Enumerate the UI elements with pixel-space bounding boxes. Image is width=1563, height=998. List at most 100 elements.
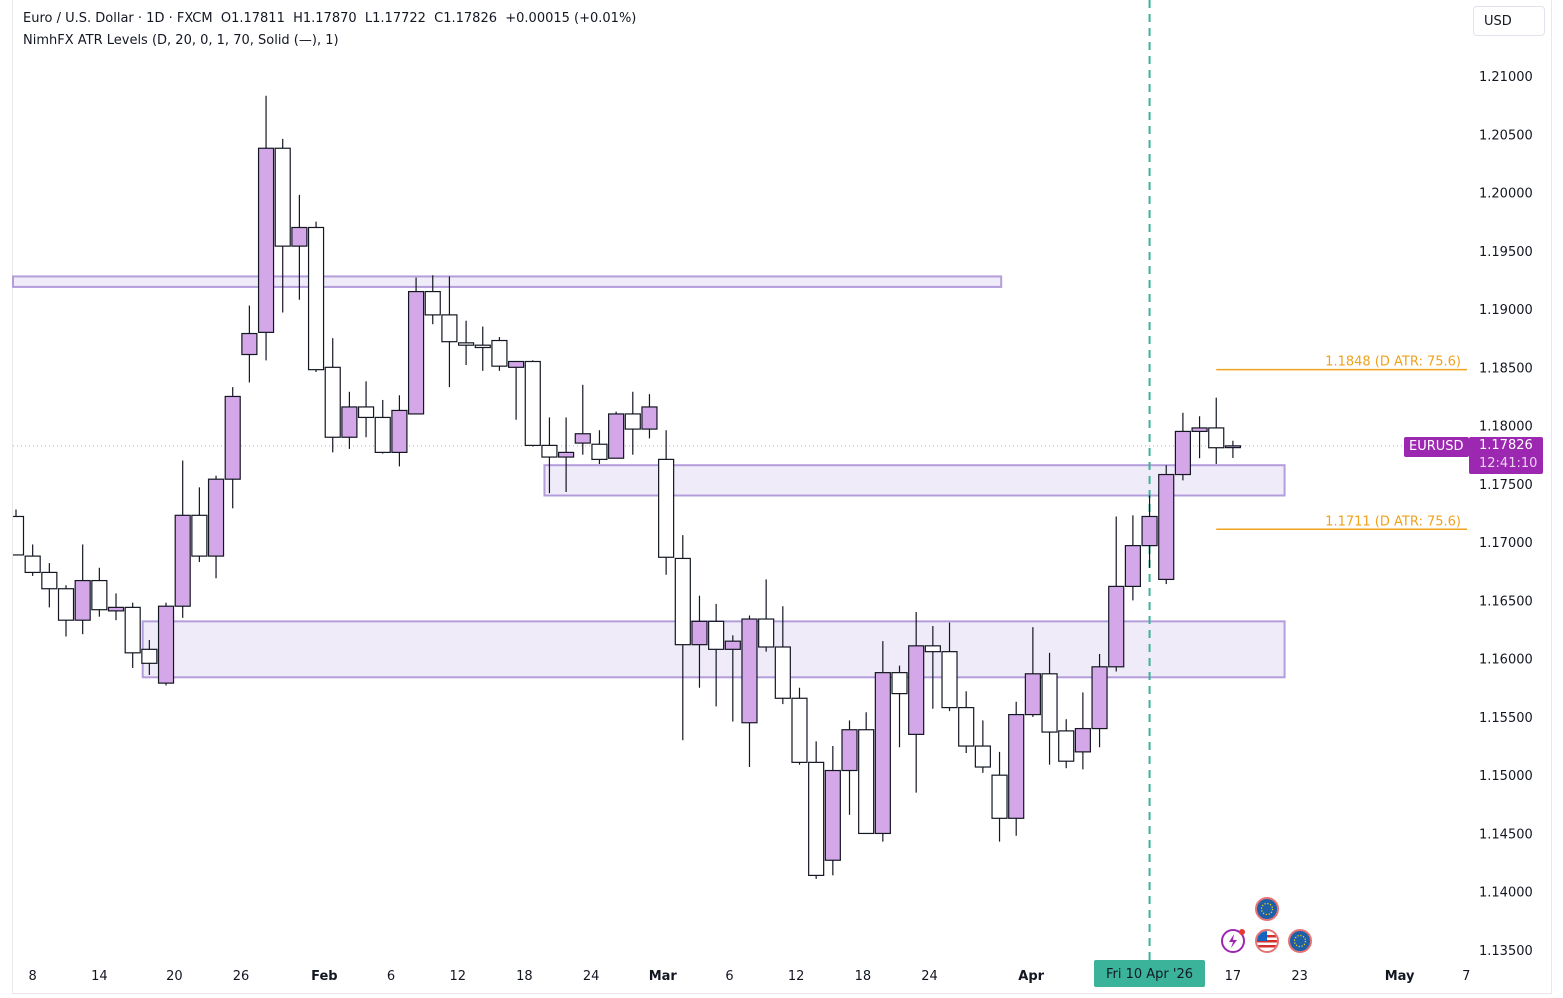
bullish-candle[interactable] (207, 478, 225, 557)
bearish-candle[interactable] (357, 406, 375, 419)
bearish-candle[interactable] (658, 458, 675, 558)
bearish-candle[interactable] (541, 444, 558, 458)
bullish-candle[interactable] (1224, 445, 1242, 449)
bullish-candle[interactable] (1008, 713, 1025, 819)
bearish-candle[interactable] (708, 620, 725, 650)
bearish-candle[interactable] (674, 557, 691, 646)
bullish-candle[interactable] (641, 406, 658, 430)
bullish-candle[interactable] (391, 409, 408, 453)
bearish-candle[interactable] (891, 672, 908, 695)
bullish-candle[interactable] (224, 395, 241, 480)
bearish-candle[interactable] (41, 571, 58, 590)
bearish-candle[interactable] (191, 514, 208, 557)
bearish-candle[interactable] (324, 366, 341, 438)
bearish-candle[interactable] (441, 314, 458, 343)
bullish-candle[interactable] (1174, 430, 1192, 476)
crosshair-date-label: Fri 10 Apr '26 (1094, 960, 1205, 987)
bullish-candle[interactable] (608, 413, 625, 459)
us-flag-icon[interactable] (1255, 929, 1279, 953)
bullish-candle[interactable] (1024, 673, 1041, 716)
bearish-candle[interactable] (958, 706, 975, 747)
bullish-candle[interactable] (257, 147, 275, 333)
bearish-candle[interactable] (941, 651, 958, 709)
price-axis-tick: 1.18500 (1479, 361, 1533, 376)
symbol-price-tag: EURUSD (1404, 437, 1469, 457)
time-axis-tick: 7 (1462, 969, 1470, 984)
price-axis-tick: 1.13500 (1479, 944, 1533, 959)
currency-button[interactable]: USD (1473, 6, 1545, 36)
bullish-candle[interactable] (107, 606, 125, 612)
bullish-candle[interactable] (74, 579, 91, 621)
bullish-candle[interactable] (157, 605, 175, 684)
bearish-candle[interactable] (124, 606, 141, 654)
bearish-candle[interactable] (858, 729, 875, 835)
bullish-candle[interactable] (508, 360, 525, 368)
eu-flag-icon[interactable] (1255, 897, 1279, 921)
bullish-candle[interactable] (407, 290, 425, 415)
bullish-candle[interactable] (574, 433, 591, 444)
bullish-candle[interactable] (1074, 727, 1091, 753)
bullish-candle[interactable] (291, 226, 308, 247)
bearish-candle[interactable] (91, 579, 108, 611)
bullish-candle[interactable] (341, 406, 358, 438)
bullish-candle[interactable] (741, 618, 758, 724)
bullish-candle[interactable] (558, 451, 575, 458)
bullish-candle[interactable] (1108, 585, 1125, 668)
bearish-candle[interactable] (924, 645, 941, 653)
bearish-candle[interactable] (974, 745, 991, 768)
bar-countdown: 12:41:10 (1479, 456, 1538, 471)
bearish-candle[interactable] (141, 648, 158, 664)
bullish-candle[interactable] (1158, 473, 1175, 581)
time-axis-tick: 12 (788, 969, 805, 984)
bullish-candle[interactable] (691, 620, 708, 646)
time-axis-tick: May (1385, 969, 1415, 984)
bearish-candle[interactable] (9, 515, 25, 556)
bullish-candle[interactable] (241, 332, 258, 356)
bearish-candle[interactable] (1041, 673, 1058, 733)
bearish-candle[interactable] (424, 290, 441, 316)
bearish-candle[interactable] (57, 588, 75, 621)
indicator-legend[interactable]: NimhFX ATR Levels (D, 20, 0, 1, 70, Soli… (23, 33, 339, 48)
bearish-candle[interactable] (274, 147, 291, 247)
bearish-candle[interactable] (758, 618, 775, 648)
bullish-candle[interactable] (841, 729, 858, 772)
price-axis-tick: 1.15500 (1479, 711, 1533, 726)
time-axis-tick: 6 (725, 969, 733, 984)
bearish-candle[interactable] (457, 342, 475, 346)
bullish-candle[interactable] (824, 769, 841, 861)
time-axis-tick: 18 (516, 969, 533, 984)
support-resistance-zone[interactable] (12, 275, 1003, 288)
bearish-candle[interactable] (1058, 730, 1075, 762)
price-axis-tick: 1.14500 (1479, 827, 1533, 842)
bearish-candle[interactable] (991, 774, 1008, 819)
bullish-candle[interactable] (1091, 666, 1108, 730)
lightning-icon[interactable] (1221, 929, 1245, 953)
bearish-candle[interactable] (374, 416, 391, 453)
bullish-candle[interactable] (1141, 515, 1158, 547)
bullish-candle[interactable] (1124, 545, 1141, 588)
bullish-candle[interactable] (874, 672, 891, 835)
time-axis-tick: 14 (91, 969, 108, 984)
eu-flag-icon[interactable] (1288, 929, 1312, 953)
bearish-candle[interactable] (491, 339, 508, 367)
time-axis-tick: 24 (921, 969, 938, 984)
bearish-candle[interactable] (524, 360, 541, 447)
bullish-candle[interactable] (1191, 427, 1208, 433)
bearish-candle[interactable] (24, 555, 41, 574)
bearish-candle[interactable] (591, 443, 608, 460)
time-axis-tick: 24 (583, 969, 600, 984)
price-axis-tick: 1.17500 (1479, 478, 1533, 493)
bearish-candle[interactable] (774, 646, 791, 699)
bearish-candle[interactable] (808, 761, 825, 876)
bullish-candle[interactable] (724, 640, 741, 650)
bullish-candle[interactable] (908, 645, 925, 735)
bullish-candle[interactable] (174, 514, 191, 607)
price-axis-tick: 1.16000 (1479, 653, 1533, 668)
bearish-candle[interactable] (624, 413, 641, 430)
symbol-legend: Euro / U.S. Dollar · 1D · FXCM O1.17811 … (23, 11, 637, 26)
bearish-candle[interactable] (307, 226, 325, 371)
bearish-candle[interactable] (791, 697, 808, 763)
bearish-candle[interactable] (474, 344, 491, 349)
bearish-candle[interactable] (1208, 427, 1225, 449)
